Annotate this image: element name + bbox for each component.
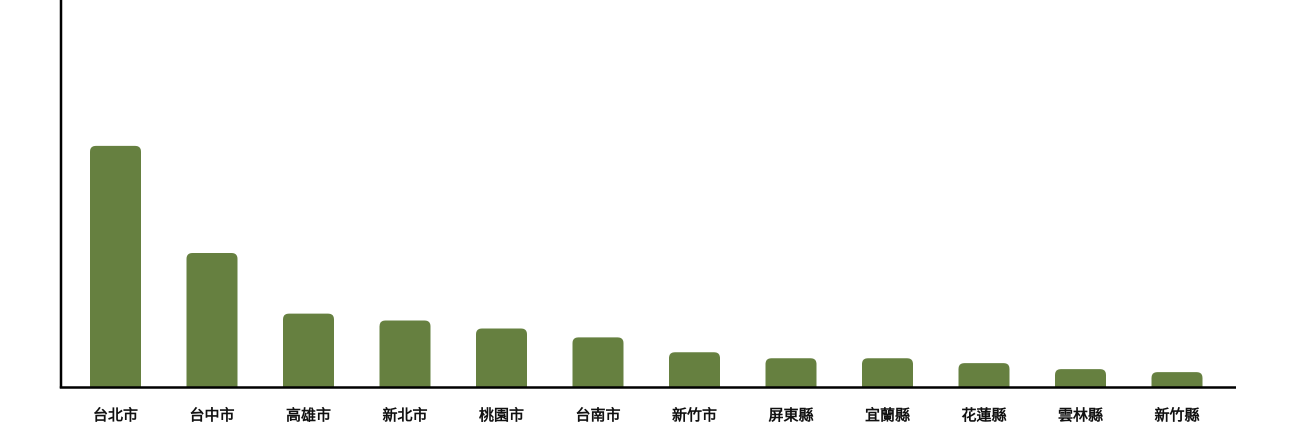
bar-11: [1055, 369, 1106, 387]
x-tick-label: 屏東縣: [768, 406, 813, 424]
axes-group: [59, 0, 1236, 389]
bar-9: [862, 358, 913, 387]
bar-7: [669, 352, 720, 387]
x-tick-label: 台中市: [189, 406, 234, 424]
bar-1: [90, 145, 141, 387]
bar-8: [765, 358, 817, 387]
x-tick-label: 花蓮縣: [961, 406, 1006, 424]
x-tick-labels-group: 台北市 台中市 高雄市 新北市 桃園市 台南市 新竹市 屏東縣 宜蘭縣 花蓮縣 雲林縣 新竹縣: [93, 406, 1200, 424]
bar-12: [1151, 372, 1203, 387]
bar-6: [572, 337, 624, 387]
bar-10: [958, 363, 1010, 387]
x-tick-label: 宜蘭縣: [865, 406, 910, 424]
x-tick-label: 新北市: [382, 406, 427, 424]
x-tick-label: 台南市: [575, 406, 620, 424]
x-tick-label: 高雄市: [286, 406, 331, 424]
bar-5: [476, 328, 527, 387]
bar-3: [283, 313, 334, 387]
bars-group: [90, 145, 1203, 387]
x-tick-label: 雲林縣: [1058, 406, 1103, 424]
x-tick-label: 桃園市: [479, 406, 524, 424]
x-tick-label: 新竹市: [672, 406, 717, 424]
x-tick-label: 台北市: [93, 406, 138, 424]
x-tick-label: 新竹縣: [1154, 406, 1199, 424]
bar-2: [186, 253, 238, 387]
bar-4: [379, 320, 431, 387]
